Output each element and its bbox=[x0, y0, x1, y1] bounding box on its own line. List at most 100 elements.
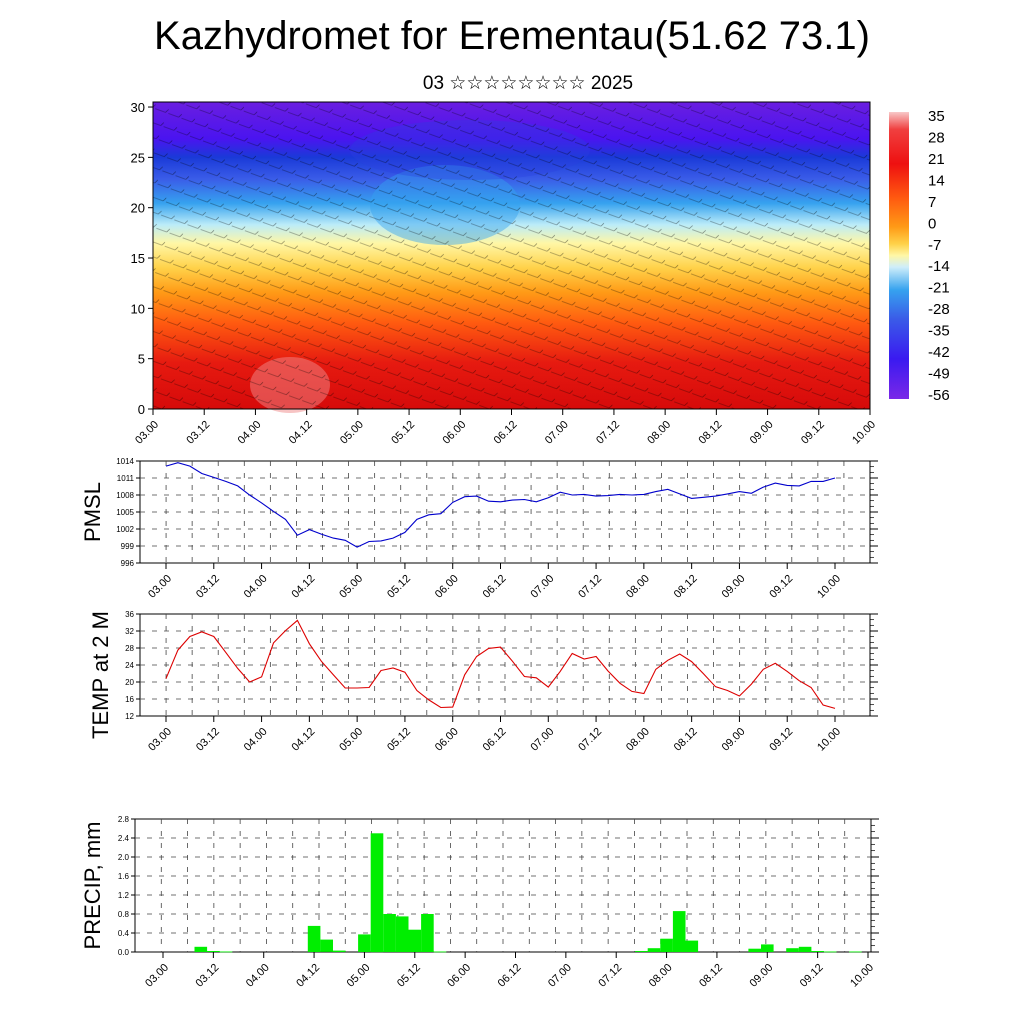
precip-axis-label: PRECIP, mm bbox=[80, 822, 105, 950]
y-tick-label: 0.4 bbox=[118, 929, 130, 938]
x-tick-label: 05.00 bbox=[338, 419, 366, 447]
precip-bar bbox=[823, 951, 837, 953]
colorbar-label: 21 bbox=[928, 151, 945, 168]
precip-bar bbox=[395, 916, 409, 952]
x-tick-label: 05.00 bbox=[345, 962, 373, 990]
x-tick-label: 05.12 bbox=[389, 419, 417, 447]
y-tick-label: 1008 bbox=[116, 491, 134, 500]
y-tick-label: 1005 bbox=[116, 508, 134, 517]
x-tick-label: 03.00 bbox=[146, 726, 174, 754]
x-tick-label: 04.12 bbox=[294, 962, 322, 990]
x-tick-label: 03.00 bbox=[146, 573, 174, 601]
x-tick-label: 06.00 bbox=[445, 962, 473, 990]
pmsl-panel: 1014 1011 1008 1005 1002 999 996 03.00 03.12 04.0… bbox=[80, 457, 878, 601]
y-tick-label: 5 bbox=[138, 352, 145, 367]
x-tick-label: 03.12 bbox=[194, 573, 222, 601]
x-tick-label: 08.12 bbox=[672, 573, 700, 601]
precip-panel: 2.8 2.4 2.0 1.6 1.2 0.8 0.4 0.0 03.00 03.12 04.00 0… bbox=[80, 815, 879, 990]
precip-bar bbox=[433, 951, 447, 953]
colorbar-label: -49 bbox=[928, 366, 950, 383]
colorbar-label: 7 bbox=[928, 194, 936, 211]
x-tick-label: 06.12 bbox=[481, 573, 509, 601]
y-tick-label: 0 bbox=[138, 402, 145, 417]
colorbar bbox=[889, 112, 909, 399]
y-tick-label: 32 bbox=[125, 627, 134, 636]
x-tick-label: 08.00 bbox=[624, 573, 652, 601]
precip-bar bbox=[307, 925, 321, 952]
wind-barbs bbox=[153, 102, 870, 409]
colorbar-label: 14 bbox=[928, 172, 945, 189]
x-tick-label: 10.00 bbox=[815, 573, 843, 601]
precip-bar bbox=[370, 833, 384, 953]
x-tick-label: 07.12 bbox=[594, 419, 622, 447]
x-tick-label: 03.12 bbox=[184, 419, 212, 447]
colorbar-label: 28 bbox=[928, 129, 945, 146]
precip-bar bbox=[408, 929, 422, 952]
x-tick-label: 07.00 bbox=[546, 962, 574, 990]
x-tick-label: 08.12 bbox=[697, 962, 725, 990]
x-tick-label: 07.12 bbox=[576, 726, 604, 754]
x-tick-label: 06.00 bbox=[433, 573, 461, 601]
x-tick-label: 09.12 bbox=[767, 573, 795, 601]
y-tick-label: 10 bbox=[131, 301, 145, 316]
precip-bar bbox=[207, 951, 220, 952]
y-tick-label: 25 bbox=[131, 150, 145, 165]
precip-bar bbox=[786, 948, 799, 952]
x-tick-label: 08.12 bbox=[672, 726, 700, 754]
x-tick-label: 04.00 bbox=[244, 962, 272, 990]
precip-bar bbox=[685, 940, 699, 952]
y-tick-label: 2.8 bbox=[118, 815, 130, 824]
x-tick-label: 10.00 bbox=[850, 419, 878, 447]
colorbar-label: -7 bbox=[928, 237, 941, 254]
x-tick-label: 08.00 bbox=[645, 419, 673, 447]
x-tick-label: 03.00 bbox=[133, 419, 161, 447]
x-tick-label: 09.12 bbox=[767, 726, 795, 754]
x-tick-label: 05.00 bbox=[337, 726, 365, 754]
x-tick-label: 06.12 bbox=[492, 419, 520, 447]
x-tick-label: 06.12 bbox=[481, 726, 509, 754]
colorbar-label: -42 bbox=[928, 344, 950, 361]
y-tick-label: 1011 bbox=[117, 474, 135, 483]
y-tick-label: 20 bbox=[131, 201, 145, 216]
y-tick-label: 28 bbox=[125, 644, 134, 653]
x-tick-label: 09.00 bbox=[747, 962, 775, 990]
x-tick-label: 07.00 bbox=[543, 419, 571, 447]
temp-series-line bbox=[165, 619, 836, 709]
y-tick-label: 16 bbox=[125, 695, 134, 704]
pmsl-axis-label: PMSL bbox=[80, 482, 105, 542]
y-tick-label: 15 bbox=[131, 251, 145, 266]
x-tick-label: 07.12 bbox=[596, 962, 624, 990]
y-tick-label: 999 bbox=[121, 542, 135, 551]
colorbar-label: 35 bbox=[928, 108, 945, 125]
x-tick-label: 05.00 bbox=[337, 573, 365, 601]
page-title: Kazhydromet for Erementau(51.62 73.1) bbox=[154, 14, 870, 58]
x-tick-label: 05.12 bbox=[385, 726, 413, 754]
y-tick-label: 20 bbox=[125, 678, 134, 687]
x-tick-label: 03.00 bbox=[143, 962, 171, 990]
precip-bar bbox=[660, 938, 673, 952]
y-tick-label: 1.2 bbox=[118, 891, 130, 900]
precip-bar bbox=[194, 946, 208, 952]
y-tick-label: 24 bbox=[125, 661, 134, 670]
y-tick-label: 0.0 bbox=[118, 948, 130, 957]
x-tick-label: 04.12 bbox=[287, 419, 315, 447]
y-tick-label: 12 bbox=[125, 712, 134, 721]
colorbar-label: -28 bbox=[928, 301, 950, 318]
colorbar-label: 0 bbox=[928, 215, 936, 232]
y-tick-label: 2.0 bbox=[118, 853, 130, 862]
colorbar-label: -21 bbox=[928, 280, 950, 297]
y-tick-label: 996 bbox=[121, 559, 135, 568]
y-tick-label: 30 bbox=[131, 100, 145, 115]
x-tick-label: 06.12 bbox=[496, 962, 524, 990]
x-tick-label: 09.00 bbox=[748, 419, 776, 447]
y-tick-label: 2.4 bbox=[118, 834, 130, 843]
colorbar-label: -35 bbox=[928, 323, 950, 340]
colorbar-label: -14 bbox=[928, 258, 950, 275]
x-tick-label: 10.00 bbox=[848, 962, 876, 990]
y-tick-label: 1002 bbox=[116, 525, 134, 534]
x-tick-label: 09.12 bbox=[799, 419, 827, 447]
pmsl-series-line bbox=[165, 462, 836, 548]
y-tick-label: 1014 bbox=[116, 457, 134, 466]
x-tick-label: 08.00 bbox=[647, 962, 675, 990]
